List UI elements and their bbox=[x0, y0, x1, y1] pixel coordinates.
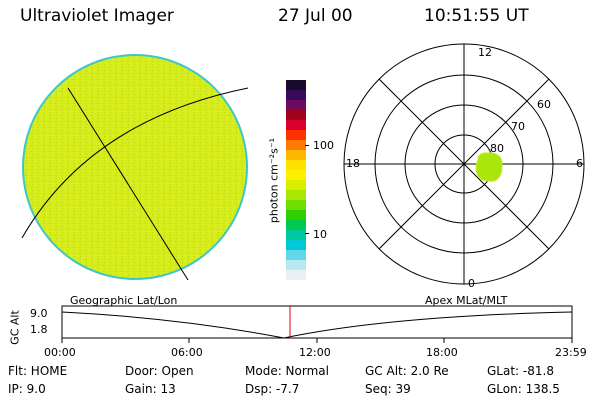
colorbar-segment bbox=[286, 260, 306, 271]
colorbar-segment bbox=[286, 80, 306, 91]
status-door: Door: Open bbox=[125, 364, 194, 378]
polar-label-18: 18 bbox=[346, 157, 360, 170]
status-glon: GLon: 138.5 bbox=[487, 382, 560, 396]
meridian-line bbox=[67, 87, 189, 281]
time-label: 10:51:55 UT bbox=[424, 6, 529, 26]
status-gc-alt: GC Alt: 2.0 Re bbox=[365, 364, 449, 378]
colorbar-segment bbox=[286, 170, 306, 181]
colorbar-segment bbox=[286, 140, 306, 151]
image-disk bbox=[24, 56, 246, 278]
colorbar bbox=[286, 80, 306, 281]
status-ip: IP: 9.0 bbox=[8, 382, 46, 396]
polar-label-80: 80 bbox=[490, 142, 504, 155]
date-label: 27 Jul 00 bbox=[278, 6, 353, 26]
timeline-x-tick-3: 18:00 bbox=[426, 346, 458, 359]
colorbar-segment bbox=[286, 160, 306, 171]
polar-label-70: 70 bbox=[511, 120, 525, 133]
colorbar-segment bbox=[286, 230, 306, 241]
status-mode: Mode: Normal bbox=[245, 364, 329, 378]
colorbar-tick-100 bbox=[305, 145, 309, 146]
colorbar-segment bbox=[286, 240, 306, 251]
timeline-frame bbox=[61, 305, 573, 339]
aurora-patch bbox=[475, 152, 503, 182]
status-glat: GLat: -81.8 bbox=[487, 364, 554, 378]
colorbar-segment bbox=[286, 120, 306, 131]
colorbar-segment bbox=[286, 210, 306, 221]
timeline-x-tick-0: 00:00 bbox=[44, 346, 76, 359]
timeline-x-tick-2: 12:00 bbox=[299, 346, 331, 359]
status-seq: Seq: 39 bbox=[365, 382, 411, 396]
colorbar-label-100: 100 bbox=[313, 139, 334, 152]
colorbar-label-10: 10 bbox=[313, 228, 327, 241]
timeline-y-bottom: 1.8 bbox=[30, 323, 48, 336]
colorbar-gradient bbox=[286, 80, 306, 281]
colorbar-segment bbox=[286, 250, 306, 261]
polar-label-6: 6 bbox=[576, 157, 583, 170]
colorbar-segment bbox=[286, 90, 306, 101]
status-flt: Flt: HOME bbox=[8, 364, 68, 378]
colorbar-segment bbox=[286, 110, 306, 121]
altitude-curve bbox=[61, 311, 573, 339]
status-dsp: Dsp: -7.7 bbox=[245, 382, 300, 396]
colorbar-segment bbox=[286, 150, 306, 161]
colorbar-tick-10 bbox=[305, 233, 309, 234]
polar-label-0: 0 bbox=[468, 277, 475, 290]
colorbar-segment bbox=[286, 270, 306, 281]
timeline-left-header: Geographic Lat/Lon bbox=[70, 294, 178, 307]
latitude-arc bbox=[21, 87, 249, 239]
timeline-right-header: Apex MLat/MLT bbox=[425, 294, 508, 307]
timeline-x-tick-4: 23:59 bbox=[555, 346, 587, 359]
colorbar-segment bbox=[286, 200, 306, 211]
colorbar-segment bbox=[286, 130, 306, 141]
polar-label-60: 60 bbox=[537, 98, 551, 111]
colorbar-segment bbox=[286, 100, 306, 111]
polar-diagonal-2 bbox=[378, 78, 550, 250]
polar-label-12: 12 bbox=[478, 46, 492, 59]
status-gain: Gain: 13 bbox=[125, 382, 176, 396]
timeline-x-tick-1: 06:00 bbox=[171, 346, 203, 359]
app-title: Ultraviolet Imager bbox=[20, 6, 174, 26]
timeline-y-top: 9.0 bbox=[30, 307, 48, 320]
colorbar-segment bbox=[286, 190, 306, 201]
colorbar-segment bbox=[286, 180, 306, 191]
colorbar-segment bbox=[286, 220, 306, 231]
